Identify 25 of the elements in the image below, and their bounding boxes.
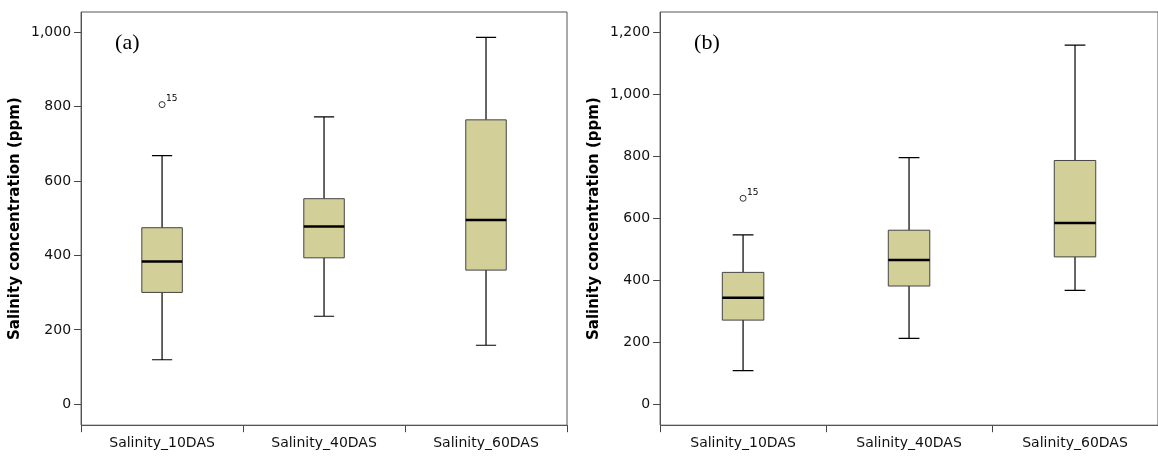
y-axis-title: Salinity concentration (ppm) — [4, 97, 23, 341]
x-tick-label: Salinity_60DAS — [433, 434, 539, 451]
x-tick-label: Salinity_10DAS — [690, 434, 796, 451]
y-tick-label: 200 — [44, 320, 72, 337]
x-tick-label: Salinity_60DAS — [1022, 434, 1128, 451]
y-tick-label: 800 — [44, 97, 72, 114]
y-tick-label: 1,000 — [30, 23, 72, 40]
x-tick-label: Salinity_40DAS — [856, 434, 962, 451]
annotation: 15 — [747, 187, 759, 198]
y-tick-label: 400 — [44, 246, 72, 263]
y-tick-label: 600 — [44, 171, 72, 188]
annotation: (b) — [694, 28, 720, 54]
annotation: (a) — [115, 28, 140, 54]
y-tick-label: 400 — [623, 271, 651, 288]
y-axis-title: Salinity concentration (ppm) — [583, 97, 602, 341]
x-tick-label: Salinity_10DAS — [109, 434, 215, 451]
y-tick-label: 1,200 — [609, 23, 651, 40]
x-tick-label: Salinity_40DAS — [271, 434, 377, 451]
y-tick-label: 1,000 — [609, 85, 651, 102]
y-tick-label: 600 — [623, 209, 651, 226]
y-tick-label: 0 — [62, 395, 72, 412]
y-tick-label: 0 — [641, 395, 651, 412]
y-tick-label: 800 — [623, 147, 651, 164]
annotation: 15 — [166, 93, 178, 104]
y-tick-label: 200 — [623, 333, 651, 350]
